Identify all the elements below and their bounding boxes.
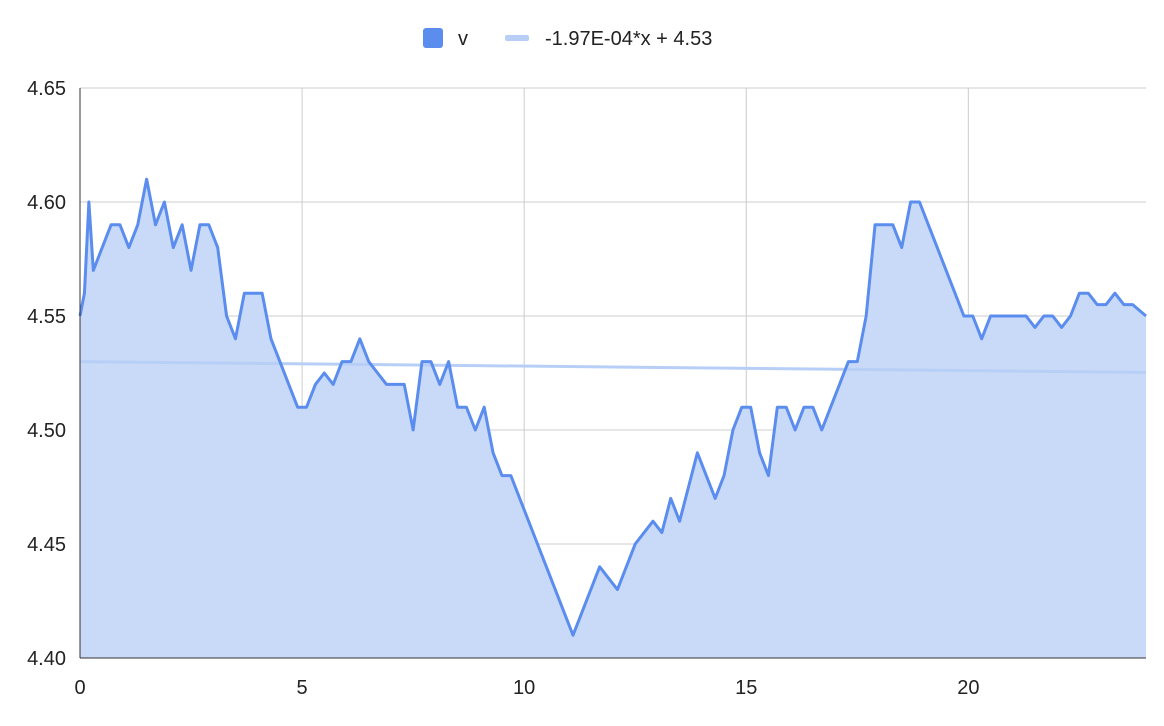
legend-swatch-v — [423, 28, 443, 48]
legend-label-v: v — [458, 28, 468, 50]
x-tick-label-3: 15 — [735, 677, 757, 699]
trendline-path — [79, 360, 1147, 374]
y-tick-label-1: 4.45 — [27, 534, 66, 556]
series-v-line-path — [78, 177, 1147, 637]
x-tick-label-2: 10 — [513, 677, 535, 699]
y-tick-label-2: 4.50 — [27, 420, 66, 442]
axes — [79, 88, 1146, 659]
legend-label-trendline: -1.97E-04*x + 4.53 — [545, 28, 712, 50]
x-tick-labels: 0 5 10 15 20 — [74, 677, 979, 699]
legend: v -1.97E-04*x + 4.53 — [423, 28, 712, 50]
series-v-line — [78, 177, 1147, 637]
x-tick-label-0: 0 — [74, 677, 85, 699]
y-tick-labels: 4.40 4.45 4.50 4.55 4.60 4.65 — [27, 78, 66, 670]
legend-swatch-trendline — [505, 35, 529, 41]
series-v-area-fill — [80, 179, 1146, 658]
y-tick-label-3: 4.55 — [27, 306, 66, 328]
series-v-area — [80, 179, 1146, 658]
x-tick-label-1: 5 — [297, 677, 308, 699]
x-tick-label-4: 20 — [957, 677, 979, 699]
y-tick-label-5: 4.65 — [27, 78, 66, 100]
trendline-series — [79, 360, 1147, 374]
y-tick-label-0: 4.40 — [27, 648, 66, 670]
y-tick-label-4: 4.60 — [27, 192, 66, 214]
